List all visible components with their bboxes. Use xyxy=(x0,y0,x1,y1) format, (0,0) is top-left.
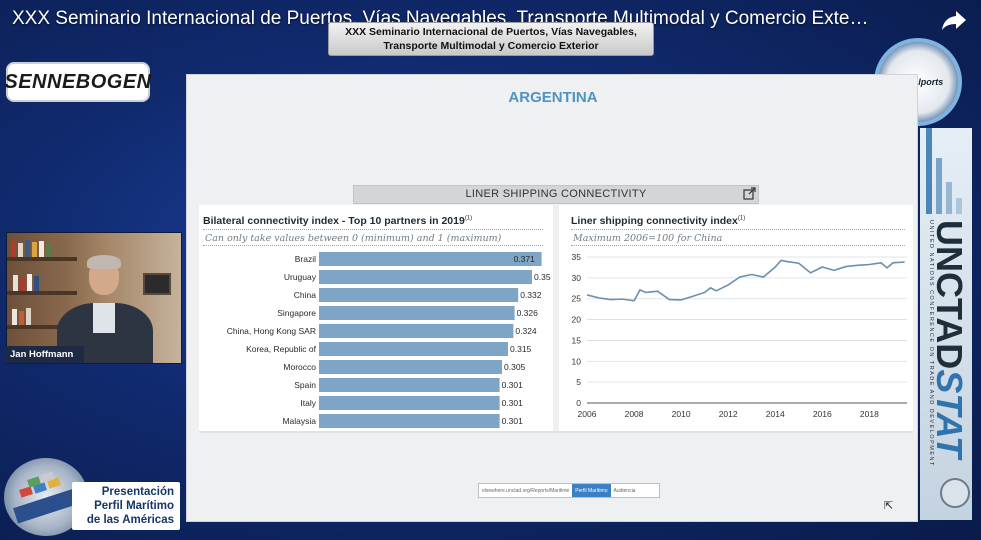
toolbar-tab-perfil[interactable]: Perfil Marítimo xyxy=(572,484,611,497)
bar-value-label: 0.301 xyxy=(502,380,524,390)
bilateral-title-note: (1) xyxy=(464,215,473,222)
banner-line-2: Transporte Multimodal y Comercio Exterio… xyxy=(383,40,599,52)
bar xyxy=(319,396,500,410)
un-seal-icon xyxy=(940,478,970,508)
x-tick-label: 2012 xyxy=(719,409,738,419)
lsci-subtitle: Maximum 2006=100 for China xyxy=(573,233,723,244)
bar xyxy=(319,270,532,284)
bilateral-title: Bilateral connectivity index - Top 10 pa… xyxy=(203,215,472,227)
bar-category-label: Malaysia xyxy=(282,416,316,426)
section-header: LINER SHIPPING CONNECTIVITY xyxy=(353,185,759,204)
bar xyxy=(319,306,515,320)
shared-slide: ARGENTINA LINER SHIPPING CONNECTIVITY Bi… xyxy=(186,74,918,522)
bar-value-label: 0.301 xyxy=(502,416,524,426)
bar xyxy=(319,288,519,302)
bar-category-label: Spain xyxy=(294,380,316,390)
bar-value-label: 0.324 xyxy=(515,326,537,336)
share-arrow-icon[interactable] xyxy=(940,8,968,32)
unctadstat-logo: UNITED NATIONS CONFERENCE ON TRADE AND D… xyxy=(920,128,972,520)
bar-value-label: 0.355 xyxy=(534,272,551,282)
bar xyxy=(319,342,508,356)
x-tick-label: 2016 xyxy=(813,409,832,419)
lsci-panel xyxy=(559,205,913,431)
y-tick-label: 30 xyxy=(572,273,582,283)
bilateral-title-text: Bilateral connectivity index - Top 10 pa… xyxy=(203,215,465,227)
bar-category-label: Singapore xyxy=(277,308,316,318)
y-tick-label: 35 xyxy=(572,252,582,262)
presenter-video xyxy=(6,232,182,364)
bar-value-label: 0.315 xyxy=(510,344,532,354)
lsci-title-text: Liner shipping connectivity index xyxy=(571,215,738,227)
bar xyxy=(319,414,500,428)
lsci-title-note: (1) xyxy=(737,215,746,222)
bar-category-label: Korea, Republic of xyxy=(246,344,317,354)
lsci-line-chart: 0 5 10 15 20 25 30 35 2006 2008 2010 2012 2014 2016 20… xyxy=(572,252,907,419)
y-tick-label: 20 xyxy=(572,315,582,325)
x-tick-label: 2010 xyxy=(672,409,691,419)
bar xyxy=(319,378,500,392)
unctad-word: UNCTAD xyxy=(929,220,970,370)
bar-category-label: Morocco xyxy=(283,362,316,372)
bar-category-label: Italy xyxy=(300,398,316,408)
bilateral-bar-chart: Brazil 0.371 Uruguay 0.355 China 0.332 Singapo… xyxy=(227,252,551,428)
bar-category-label: China xyxy=(294,290,316,300)
slide-toolbar[interactable]: elsewhere.unctad.org/Reports/Maritime Pe… xyxy=(478,483,660,498)
bar-value-label: 0.301 xyxy=(502,398,524,408)
bar xyxy=(319,252,542,266)
x-tick-label: 2008 xyxy=(625,409,644,419)
bar-category-label: Brazil xyxy=(295,254,316,264)
bar xyxy=(319,324,514,338)
sennebogen-logo: SENNEBOGEN xyxy=(4,62,151,102)
bar-value-label: 0.305 xyxy=(504,362,526,372)
x-tick-label: 2014 xyxy=(766,409,785,419)
series-line xyxy=(586,259,905,302)
unctadstat-wordmark: UNCTADSTAT xyxy=(928,220,970,458)
bar-value-label: 0.371 xyxy=(514,254,536,264)
expand-icon[interactable] xyxy=(743,187,756,200)
y-tick-label: 0 xyxy=(576,398,581,408)
y-tick-label: 15 xyxy=(572,335,582,345)
toolbar-url[interactable]: elsewhere.unctad.org/Reports/Maritime xyxy=(482,487,570,494)
bar-category-label: Uruguay xyxy=(284,272,317,282)
toolbar-tab-audiencia[interactable]: Audiencia xyxy=(613,487,636,494)
y-tick-label: 5 xyxy=(576,377,581,387)
panel-divider xyxy=(199,431,913,433)
y-tick-label: 25 xyxy=(572,294,582,304)
perfil-line-3: de las Américas xyxy=(86,514,174,526)
perfil-line-1: Presentación xyxy=(101,486,174,498)
lsci-title: Liner shipping connectivity index(1) xyxy=(571,215,745,227)
bar-value-label: 0.326 xyxy=(517,308,539,318)
perfil-line-2: Perfil Marítimo xyxy=(94,500,174,512)
x-tick-label: 2006 xyxy=(578,409,597,419)
banner-line-1: XXX Seminario Internacional de Puertos, … xyxy=(345,26,637,38)
mouse-cursor-icon: ⇱ xyxy=(884,500,894,512)
presenter-name: Jan Hoffmann xyxy=(6,346,84,363)
seminar-banner: XXX Seminario Internacional de Puertos, … xyxy=(328,22,654,56)
perfil-maritimo-label: Presentación Perfil Marítimo de las Amér… xyxy=(72,482,180,530)
y-tick-label: 10 xyxy=(572,356,582,366)
stat-word: STAT xyxy=(929,369,970,458)
bar xyxy=(319,360,502,374)
bilateral-subtitle: Can only take values between 0 (minimum)… xyxy=(205,233,502,244)
country-heading: ARGENTINA xyxy=(508,89,598,106)
bar-category-label: China, Hong Kong SAR xyxy=(227,326,316,336)
bar-value-label: 0.332 xyxy=(520,290,542,300)
x-tick-label: 2018 xyxy=(860,409,879,419)
